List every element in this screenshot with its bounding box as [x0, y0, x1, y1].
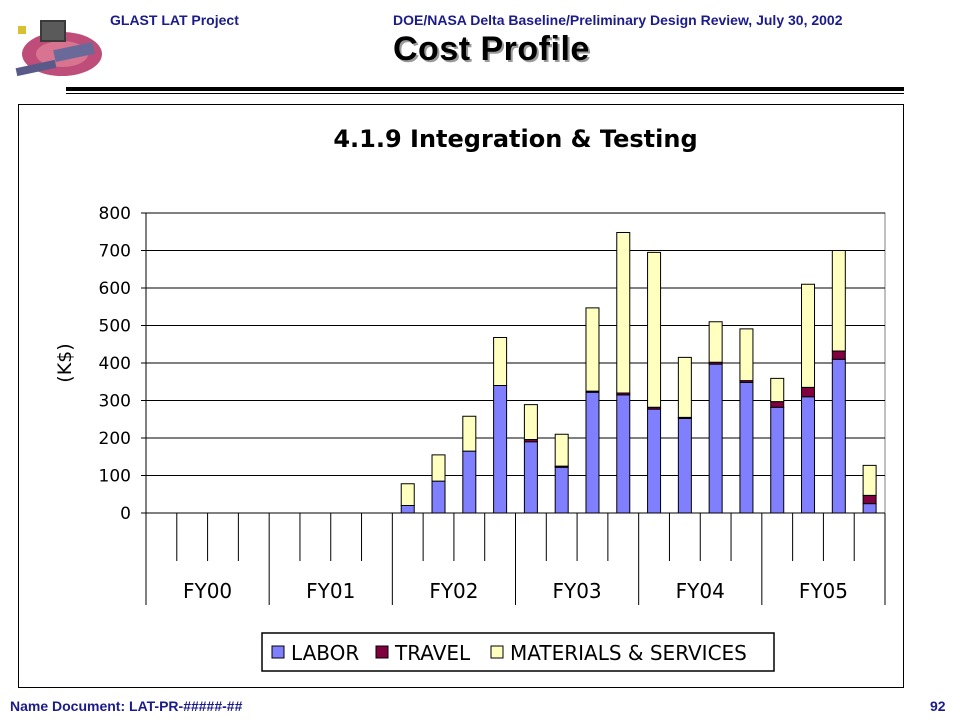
- travel-bar: [862, 494, 877, 505]
- labor-bar: [462, 450, 477, 514]
- materials-bar: [831, 250, 846, 352]
- fiscal-year-label: FY00: [183, 579, 232, 603]
- travel-bar: [831, 350, 846, 360]
- labor-bar: [554, 466, 569, 514]
- legend-swatch: [375, 645, 389, 659]
- labor-bar: [831, 358, 846, 514]
- materials-bar: [616, 232, 631, 394]
- y-tick-label: 500: [99, 317, 131, 337]
- fiscal-year-label: FY01: [306, 579, 355, 603]
- page-title: Cost Profile: [393, 30, 590, 68]
- labor-bar: [523, 441, 538, 514]
- header-rule: [66, 87, 904, 91]
- materials-bar: [523, 404, 538, 440]
- labor-bar: [647, 408, 662, 514]
- glast-logo: [15, 20, 102, 77]
- labor-bar: [770, 406, 785, 514]
- materials-bar: [677, 356, 692, 418]
- y-tick-label: 0: [120, 504, 131, 524]
- labor-bar: [400, 505, 415, 514]
- labor-bar: [677, 418, 692, 514]
- y-tick-label: 300: [99, 392, 131, 412]
- materials-bar: [493, 337, 508, 386]
- fiscal-year-label: FY02: [429, 579, 478, 603]
- materials-bar: [585, 307, 600, 392]
- materials-bar: [400, 483, 415, 506]
- labor-bar: [801, 396, 816, 514]
- travel-bar: [770, 401, 785, 408]
- header-rule-thin: [66, 93, 904, 94]
- review-title: DOE/NASA Delta Baseline/Preliminary Desi…: [393, 12, 843, 28]
- materials-bar: [554, 433, 569, 467]
- materials-bar: [431, 454, 446, 482]
- y-tick-label: 100: [99, 467, 131, 487]
- fiscal-year-label: FY03: [552, 579, 601, 603]
- chart-title: 4.1.9 Integration & Testing: [333, 125, 697, 153]
- y-tick-label: 700: [99, 242, 131, 262]
- materials-bar: [462, 415, 477, 452]
- fiscal-year-label: FY04: [676, 579, 725, 603]
- legend: [261, 632, 775, 672]
- materials-bar: [708, 321, 723, 363]
- labor-bar: [431, 480, 446, 514]
- legend-swatch: [490, 645, 504, 659]
- materials-bar: [862, 464, 877, 496]
- document-number: Name Document: LAT-PR-#####-##: [10, 698, 243, 714]
- y-tick-label: 400: [99, 354, 131, 374]
- cost-profile-chart: 4.1.9 Integration & Testing 0 100 200 300 400…: [54, 125, 886, 672]
- labor-bar: [493, 385, 508, 514]
- legend-label: LABOR: [291, 641, 359, 665]
- labor-bar: [739, 382, 754, 514]
- legend-label: TRAVEL: [394, 641, 471, 665]
- chart-frame: 4.1.9 Integration & Testing 0 100 200 300 400…: [18, 104, 904, 688]
- materials-bar: [647, 251, 662, 408]
- y-tick-label: 200: [99, 429, 131, 449]
- legend-swatch: [271, 645, 285, 659]
- page-number: 92: [930, 698, 946, 714]
- y-tick-label: 800: [99, 204, 131, 224]
- labor-bar: [585, 391, 600, 514]
- labor-bar: [862, 503, 877, 514]
- project-name: GLAST LAT Project: [110, 12, 239, 28]
- materials-bar: [739, 328, 754, 382]
- y-axis-label: (K$): [54, 343, 76, 382]
- materials-bar: [770, 377, 785, 403]
- y-tick-label: 600: [99, 279, 131, 299]
- labor-bar: [708, 363, 723, 514]
- legend-label: MATERIALS & SERVICES: [510, 641, 747, 665]
- fiscal-year-label: FY05: [799, 579, 848, 603]
- labor-bar: [616, 394, 631, 514]
- travel-bar: [801, 386, 816, 398]
- materials-bar: [801, 283, 816, 388]
